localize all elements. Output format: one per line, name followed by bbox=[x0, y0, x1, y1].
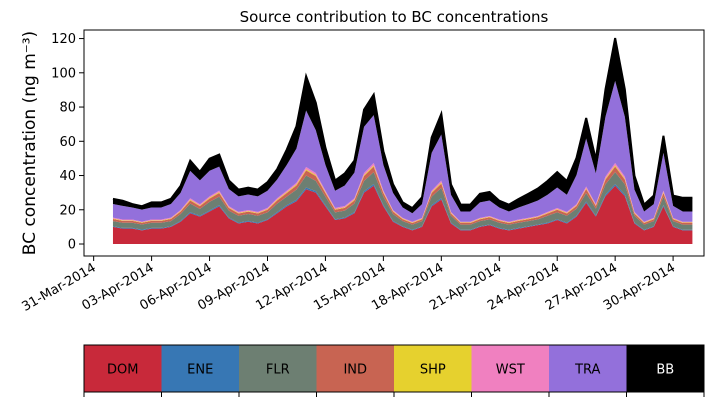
legend-label-bb: BB bbox=[656, 363, 674, 378]
y-tick-label: 20 bbox=[59, 203, 76, 218]
area-dom bbox=[112, 185, 693, 245]
y-tick-label: 120 bbox=[51, 32, 76, 47]
chart-title: Source contribution to BC concentrations bbox=[240, 8, 549, 26]
y-tick-label: 100 bbox=[51, 66, 76, 81]
legend-swatch-dom bbox=[84, 345, 162, 392]
y-tick-label: 80 bbox=[59, 101, 76, 116]
legend-swatch-flr bbox=[239, 345, 317, 392]
area-tra bbox=[112, 80, 693, 222]
legend-label-shp: SHP bbox=[420, 363, 446, 378]
legend-swatch-shp bbox=[394, 345, 472, 392]
legend-swatch-ind bbox=[316, 345, 394, 392]
legend-swatch-wst bbox=[471, 345, 549, 392]
legend-swatch-ene bbox=[161, 345, 239, 392]
legend-label-tra: TRA bbox=[574, 363, 600, 378]
total-line bbox=[112, 37, 693, 210]
x-axis: 31-Mar-201403-Apr-201406-Apr-201409-Apr-… bbox=[20, 256, 678, 315]
total-outline bbox=[112, 37, 693, 210]
legend-label-dom: DOM bbox=[107, 363, 138, 378]
source-legend: DOM ENE FLR IND SHP WST TRA BB bbox=[83, 344, 705, 397]
legend-swatch-bb bbox=[626, 345, 704, 392]
plot-frame bbox=[83, 29, 705, 257]
legend-label-ene: ENE bbox=[187, 363, 213, 378]
y-tick-label: 40 bbox=[59, 169, 76, 184]
legend-swatch-tra bbox=[549, 345, 627, 392]
legend-label-wst: WST bbox=[496, 363, 525, 378]
y-axis-label: BC concentration (ng m⁻³) bbox=[20, 31, 40, 255]
y-axis: 0 20 40 60 80 100 120 bbox=[51, 32, 84, 253]
y-tick-label: 60 bbox=[59, 135, 76, 150]
y-tick-label: 0 bbox=[68, 238, 76, 253]
stacked-areas bbox=[112, 38, 693, 245]
legend-label-flr: FLR bbox=[266, 363, 290, 378]
legend-label-ind: IND bbox=[343, 363, 367, 378]
area-flr bbox=[112, 172, 693, 230]
